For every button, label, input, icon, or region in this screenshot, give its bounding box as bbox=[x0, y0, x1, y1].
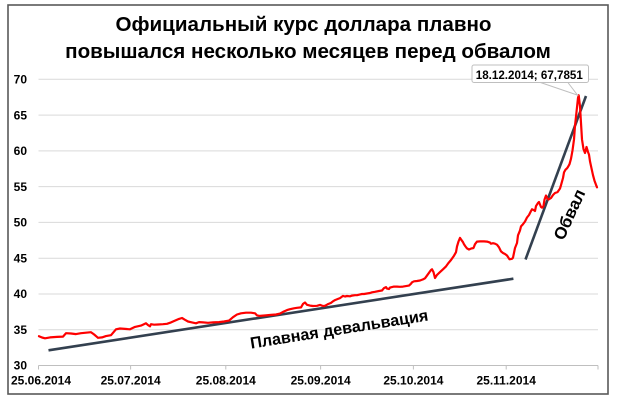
svg-text:повышался несколько месяцев пе: повышался несколько месяцев перед обвало… bbox=[65, 40, 551, 63]
svg-text:55: 55 bbox=[14, 180, 28, 194]
svg-text:40: 40 bbox=[14, 287, 28, 301]
svg-text:25.11.2014: 25.11.2014 bbox=[476, 374, 536, 388]
svg-text:45: 45 bbox=[14, 251, 28, 265]
svg-text:30: 30 bbox=[14, 359, 28, 373]
svg-text:25.10.2014: 25.10.2014 bbox=[383, 374, 443, 388]
svg-text:25.06.2014: 25.06.2014 bbox=[11, 374, 71, 388]
svg-text:70: 70 bbox=[14, 73, 28, 87]
svg-text:50: 50 bbox=[14, 216, 28, 230]
svg-text:65: 65 bbox=[14, 108, 28, 122]
svg-text:Официальный курс доллара плавн: Официальный курс доллара плавно bbox=[115, 13, 491, 36]
svg-text:35: 35 bbox=[14, 323, 28, 337]
svg-text:25.09.2014: 25.09.2014 bbox=[291, 374, 351, 388]
svg-text:60: 60 bbox=[14, 144, 28, 158]
svg-text:25.08.2014: 25.08.2014 bbox=[196, 374, 256, 388]
svg-text:18.12.2014; 67,7851: 18.12.2014; 67,7851 bbox=[476, 69, 584, 82]
svg-text:25.07.2014: 25.07.2014 bbox=[101, 374, 161, 388]
